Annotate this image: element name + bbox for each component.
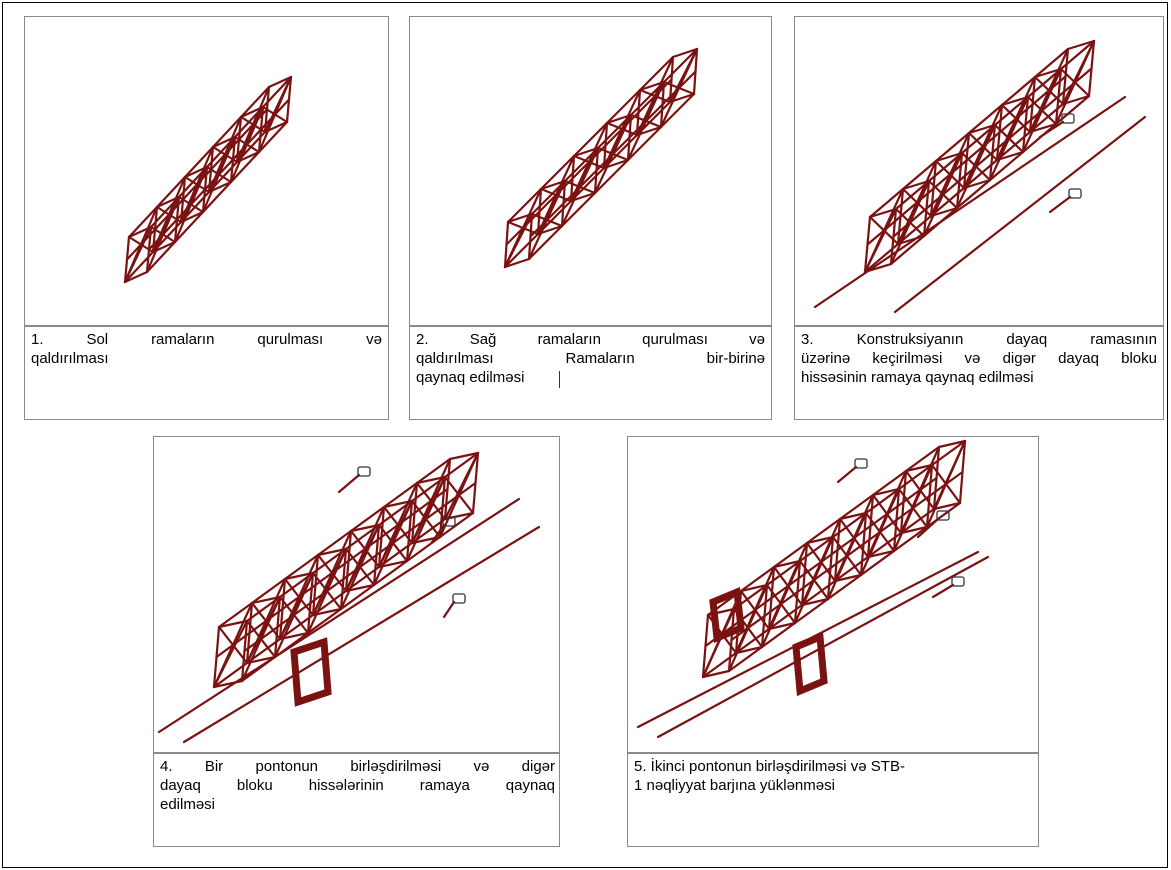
figure-5-caption: 5. İkinci pontonun birləşdirilməsi və ST…: [627, 753, 1039, 847]
caption-line: 1. Sol ramaların qurulması və: [31, 331, 382, 348]
connector-line: [1038, 120, 1065, 139]
connector-line: [931, 583, 955, 599]
caption-line: 4. Bir pontonun birləşdirilməsi və digər: [160, 758, 555, 775]
figure-5-truss-drawing: [636, 439, 990, 739]
figure-1-image: [24, 16, 389, 326]
truss-structure: [212, 451, 480, 689]
figure-3-image: [794, 16, 1164, 326]
figure-2-caption: 2. Sağ ramaların qurulması və qaldırılma…: [409, 326, 772, 420]
text-cursor: [559, 371, 560, 388]
figure-1-truss-drawing: [123, 75, 293, 284]
connector-line: [337, 473, 361, 494]
figure-4-truss-drawing: [157, 451, 541, 744]
truss-structure: [863, 39, 1096, 274]
pontoon-frame: [792, 631, 828, 697]
rail-line: [893, 115, 1147, 314]
figure-4-caption: 4. Bir pontonun birləşdirilməsi və digər…: [153, 753, 560, 847]
support-block: [1061, 113, 1075, 124]
support-block: [452, 593, 466, 604]
figure-1-caption: 1. Sol ramaların qurulması və qaldırılma…: [24, 326, 389, 420]
support-block: [854, 458, 868, 469]
truss-structure: [123, 75, 293, 284]
support-block: [357, 466, 371, 477]
pontoon-frame: [290, 637, 332, 707]
connector-line: [916, 517, 940, 539]
rail-line: [157, 497, 521, 734]
rail-line: [813, 95, 1127, 309]
rail-line: [182, 525, 541, 744]
figure-3-truss-drawing: [813, 39, 1147, 314]
caption-line: 5. İkinci pontonun birləşdirilməsi və ST…: [634, 758, 905, 775]
connector-line: [442, 600, 456, 619]
caption-line: 1 nəqliyyat barjına yüklənməsi: [634, 777, 835, 794]
figure-5-image: [627, 436, 1039, 753]
caption-line: qaldırılması: [31, 350, 109, 367]
caption-line: qaldırılması Ramaların bir-birinə: [416, 350, 765, 367]
support-block: [1068, 188, 1082, 199]
connector-line: [836, 465, 858, 484]
caption-line: dayaq bloku hissələrinin ramaya qaynaq: [160, 777, 555, 794]
connector-line: [1048, 195, 1072, 214]
caption-line: 2. Sağ ramaların qurulması və: [416, 331, 765, 348]
support-block: [951, 576, 965, 587]
caption-line: 3. Konstruksiyanın dayaq ramasının: [801, 331, 1157, 348]
figure-2-truss-drawing: [503, 47, 699, 269]
truss-structure: [503, 47, 699, 269]
pontoon-frame: [709, 586, 745, 644]
support-block: [936, 510, 950, 521]
caption-line: hissəsinin ramaya qaynaq edilməsi: [801, 369, 1034, 386]
support-block: [442, 516, 456, 527]
figure-4-image: [153, 436, 560, 753]
caption-line: üzərinə keçirilməsi və digər dayaq bloku: [801, 350, 1157, 367]
figure-2-image: [409, 16, 772, 326]
caption-line: edilməsi: [160, 796, 216, 813]
connector-line: [430, 523, 446, 544]
caption-line: qaynaq edilməsi: [416, 369, 525, 386]
figure-3-caption: 3. Konstruksiyanın dayaq ramasının üzəri…: [794, 326, 1164, 420]
